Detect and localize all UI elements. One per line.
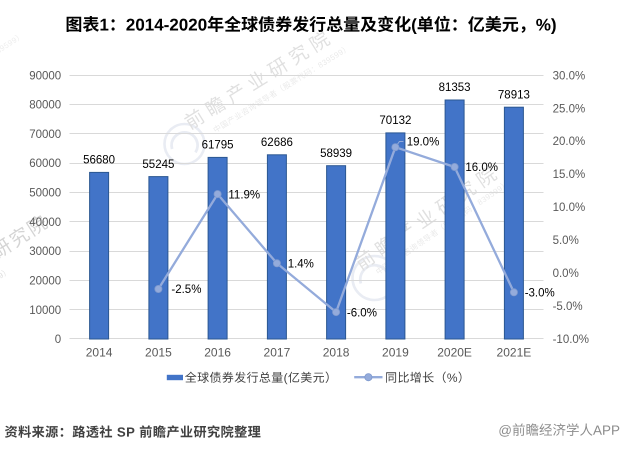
svg-text:10.0%: 10.0% xyxy=(553,202,586,214)
svg-text:90000: 90000 xyxy=(29,70,61,82)
svg-text:16.0%: 16.0% xyxy=(465,162,498,174)
svg-text:2021E: 2021E xyxy=(497,346,532,360)
svg-text:2018: 2018 xyxy=(323,346,350,360)
svg-text:19.0%: 19.0% xyxy=(407,137,440,149)
svg-text:20.0%: 20.0% xyxy=(553,136,586,148)
svg-text:1.4%: 1.4% xyxy=(288,259,314,271)
svg-text:11.9%: 11.9% xyxy=(228,189,260,201)
svg-text:56680: 56680 xyxy=(83,155,115,167)
svg-text:20000: 20000 xyxy=(29,276,61,288)
svg-text:70132: 70132 xyxy=(379,115,411,127)
svg-text:70000: 70000 xyxy=(29,129,61,141)
svg-text:2015: 2015 xyxy=(145,346,172,360)
svg-text:55245: 55245 xyxy=(142,159,174,171)
svg-text:81353: 81353 xyxy=(439,82,471,94)
svg-text:61795: 61795 xyxy=(202,140,234,152)
svg-text:2016: 2016 xyxy=(204,346,231,360)
svg-text:78913: 78913 xyxy=(498,89,530,101)
svg-text:58939: 58939 xyxy=(320,148,352,160)
svg-text:80000: 80000 xyxy=(29,100,61,112)
svg-text:30000: 30000 xyxy=(29,246,61,258)
svg-text:5.0%: 5.0% xyxy=(553,235,579,247)
svg-text:0.0%: 0.0% xyxy=(553,268,579,280)
svg-text:2019: 2019 xyxy=(382,346,409,360)
svg-text:25.0%: 25.0% xyxy=(553,103,586,115)
svg-text:-3.0%: -3.0% xyxy=(525,288,555,300)
svg-text:0: 0 xyxy=(55,334,61,346)
svg-text:60000: 60000 xyxy=(29,158,61,170)
svg-text:-2.5%: -2.5% xyxy=(171,284,201,296)
svg-text:62686: 62686 xyxy=(261,137,293,149)
svg-text:2014: 2014 xyxy=(86,346,113,360)
svg-text:10000: 10000 xyxy=(29,305,61,317)
svg-text:-5.0%: -5.0% xyxy=(553,301,583,313)
svg-text:15.0%: 15.0% xyxy=(553,169,586,181)
svg-text:30.0%: 30.0% xyxy=(553,70,586,82)
svg-text:-6.0%: -6.0% xyxy=(347,307,377,319)
svg-text:50000: 50000 xyxy=(29,188,61,200)
svg-text:-10.0%: -10.0% xyxy=(553,334,589,346)
svg-text:2017: 2017 xyxy=(264,346,291,360)
svg-text:40000: 40000 xyxy=(29,217,61,229)
svg-text:2020E: 2020E xyxy=(437,346,472,360)
